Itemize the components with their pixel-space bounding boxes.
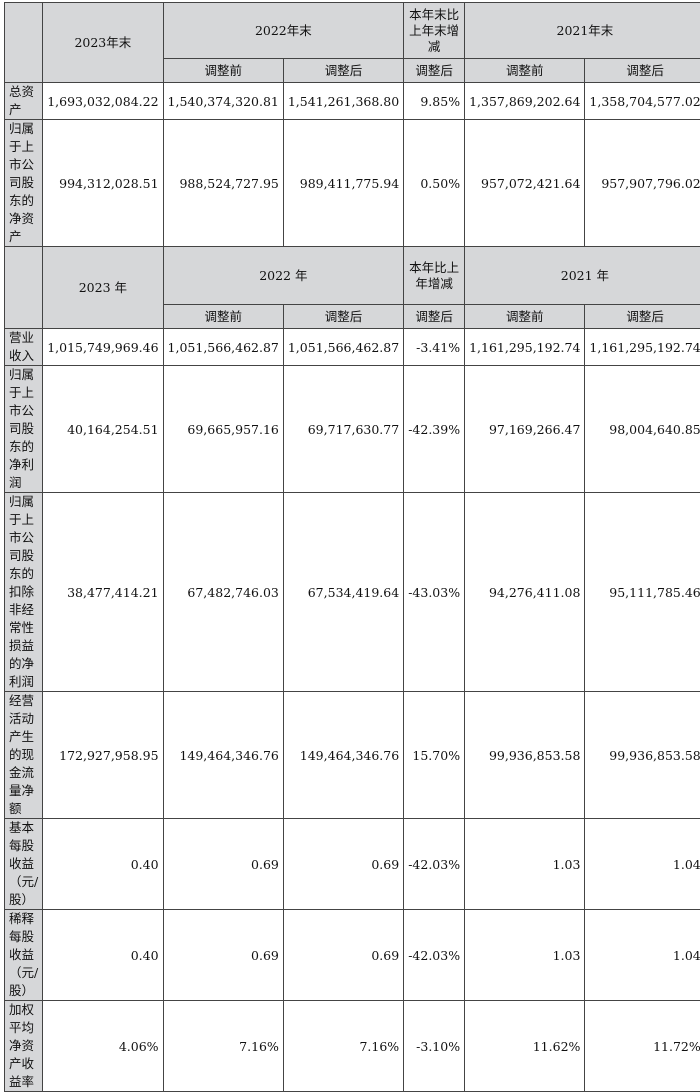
sub-2021-after: 调整后 <box>585 305 700 329</box>
col-year-change: 本年比上年增减 <box>404 247 465 305</box>
cell-2022-after: 67,534,419.64 <box>283 493 403 692</box>
row-label: 归属于上市公司股东的净利润 <box>5 366 43 493</box>
row-label: 营业收入 <box>5 329 43 366</box>
cell-2022-before: 1,051,566,462.87 <box>163 329 283 366</box>
cell-2022-after: 1,541,261,368.80 <box>283 83 403 120</box>
cell-2021-before: 97,169,266.47 <box>465 366 585 493</box>
cell-2021-before: 1.03 <box>465 819 585 910</box>
sub-2021-before: 调整前 <box>465 305 585 329</box>
cell-2022-after: 0.69 <box>283 819 403 910</box>
table-row: 加权平均净资产收益率 4.06% 7.16% 7.16% -3.10% 11.6… <box>5 1001 700 1092</box>
cell-change: 0.50% <box>404 120 465 247</box>
cell-2021-after: 1.04 <box>585 819 700 910</box>
col-2021-year: 2021 年 <box>465 247 700 305</box>
cell-2021-after: 11.72% <box>585 1001 700 1092</box>
cell-2023: 38,477,414.21 <box>43 493 163 692</box>
cell-2022-before: 988,524,727.95 <box>163 120 283 247</box>
cell-2022-after: 7.16% <box>283 1001 403 1092</box>
cell-2021-after: 1,358,704,577.02 <box>585 83 700 120</box>
table-row: 归属于上市公司股东的扣除非经常性损益的净利润 38,477,414.21 67,… <box>5 493 700 692</box>
cell-2022-after: 149,464,346.76 <box>283 692 403 819</box>
sub-2022-before: 调整前 <box>163 59 283 83</box>
cell-change: -43.03% <box>404 493 465 692</box>
cell-change: -3.10% <box>404 1001 465 1092</box>
col-2021-year-end: 2021年末 <box>465 3 700 59</box>
cell-2021-before: 1,161,295,192.74 <box>465 329 585 366</box>
cell-2022-before: 0.69 <box>163 819 283 910</box>
cell-2022-before: 69,665,957.16 <box>163 366 283 493</box>
cell-2021-after: 99,936,853.58 <box>585 692 700 819</box>
sub-change-after: 调整后 <box>404 305 465 329</box>
table-row: 总资产 1,693,032,084.22 1,540,374,320.81 1,… <box>5 83 700 120</box>
cell-change: 15.70% <box>404 692 465 819</box>
cell-2023: 0.40 <box>43 910 163 1001</box>
header-row-2: 2023 年 2022 年 本年比上年增减 2021 年 <box>5 247 700 305</box>
cell-2022-after: 69,717,630.77 <box>283 366 403 493</box>
cell-change: -42.39% <box>404 366 465 493</box>
cell-2023: 0.40 <box>43 819 163 910</box>
cell-2023: 172,927,958.95 <box>43 692 163 819</box>
cell-2022-after: 0.69 <box>283 910 403 1001</box>
financial-data-table: 2023年末 2022年末 本年末比上年末增减 2021年末 调整前 调整后 调… <box>4 2 700 1092</box>
row-label: 稀释每股收益（元/股） <box>5 910 43 1001</box>
row-label: 经营活动产生的现金流量净额 <box>5 692 43 819</box>
col-2022-year: 2022 年 <box>163 247 404 305</box>
cell-2021-after: 95,111,785.46 <box>585 493 700 692</box>
sub-2022-after: 调整后 <box>283 59 403 83</box>
cell-2023: 994,312,028.51 <box>43 120 163 247</box>
cell-2021-before: 94,276,411.08 <box>465 493 585 692</box>
header-corner-cell <box>5 3 43 83</box>
col-year-end-change: 本年末比上年末增减 <box>404 3 465 59</box>
header-corner-cell <box>5 247 43 329</box>
cell-2021-before: 957,072,421.64 <box>465 120 585 247</box>
sub-2022-after: 调整后 <box>283 305 403 329</box>
header-row-1: 2023年末 2022年末 本年末比上年末增减 2021年末 <box>5 3 700 59</box>
table-row: 归属于上市公司股东的净资产 994,312,028.51 988,524,727… <box>5 120 700 247</box>
row-label: 归属于上市公司股东的净资产 <box>5 120 43 247</box>
cell-2022-after: 1,051,566,462.87 <box>283 329 403 366</box>
row-label: 总资产 <box>5 83 43 120</box>
cell-2022-before: 0.69 <box>163 910 283 1001</box>
cell-2021-before: 11.62% <box>465 1001 585 1092</box>
cell-2022-before: 149,464,346.76 <box>163 692 283 819</box>
table-row: 经营活动产生的现金流量净额 172,927,958.95 149,464,346… <box>5 692 700 819</box>
table-row: 基本每股收益（元/股） 0.40 0.69 0.69 -42.03% 1.03 … <box>5 819 700 910</box>
cell-2021-after: 1.04 <box>585 910 700 1001</box>
cell-change: -42.03% <box>404 819 465 910</box>
cell-2023: 1,015,749,969.46 <box>43 329 163 366</box>
col-2023-year: 2023 年 <box>43 247 163 329</box>
cell-2021-before: 99,936,853.58 <box>465 692 585 819</box>
cell-2022-before: 7.16% <box>163 1001 283 1092</box>
cell-2021-after: 1,161,295,192.74 <box>585 329 700 366</box>
cell-2021-after: 98,004,640.85 <box>585 366 700 493</box>
cell-2023: 4.06% <box>43 1001 163 1092</box>
cell-2022-before: 67,482,746.03 <box>163 493 283 692</box>
cell-change: 9.85% <box>404 83 465 120</box>
cell-2021-before: 1,357,869,202.64 <box>465 83 585 120</box>
table-row: 营业收入 1,015,749,969.46 1,051,566,462.87 1… <box>5 329 700 366</box>
sub-2022-before: 调整前 <box>163 305 283 329</box>
table-row: 归属于上市公司股东的净利润 40,164,254.51 69,665,957.1… <box>5 366 700 493</box>
row-label: 归属于上市公司股东的扣除非经常性损益的净利润 <box>5 493 43 692</box>
row-label: 基本每股收益（元/股） <box>5 819 43 910</box>
cell-2022-after: 989,411,775.94 <box>283 120 403 247</box>
cell-2023: 1,693,032,084.22 <box>43 83 163 120</box>
sub-change-after: 调整后 <box>404 59 465 83</box>
sub-2021-after: 调整后 <box>585 59 700 83</box>
row-label: 加权平均净资产收益率 <box>5 1001 43 1092</box>
table-row: 稀释每股收益（元/股） 0.40 0.69 0.69 -42.03% 1.03 … <box>5 910 700 1001</box>
cell-2021-before: 1.03 <box>465 910 585 1001</box>
cell-change: -3.41% <box>404 329 465 366</box>
cell-change: -42.03% <box>404 910 465 1001</box>
cell-2023: 40,164,254.51 <box>43 366 163 493</box>
col-2022-year-end: 2022年末 <box>163 3 404 59</box>
col-2023-year-end: 2023年末 <box>43 3 163 83</box>
sub-2021-before: 调整前 <box>465 59 585 83</box>
cell-2021-after: 957,907,796.02 <box>585 120 700 247</box>
cell-2022-before: 1,540,374,320.81 <box>163 83 283 120</box>
